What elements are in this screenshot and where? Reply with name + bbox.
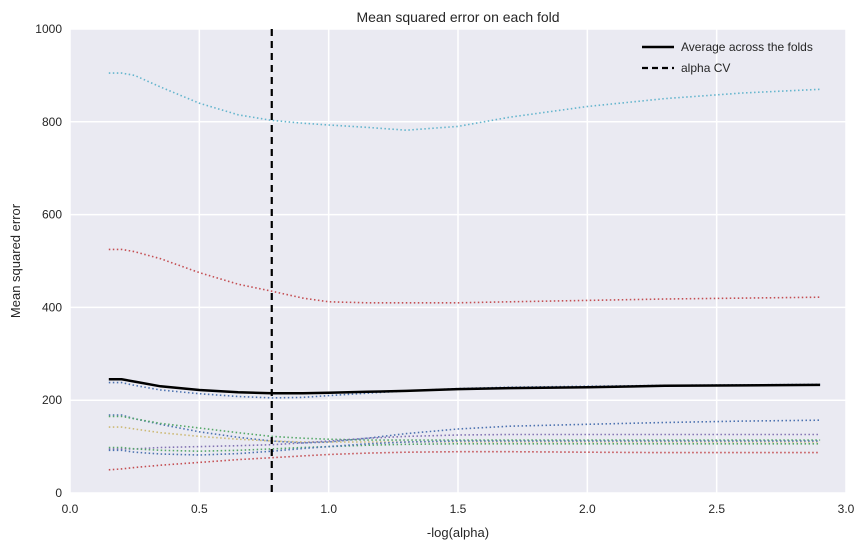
legend: Average across the folds alpha CV [642,40,813,75]
fold-line [108,433,821,450]
x-tick-label: 0.5 [191,502,208,516]
fold-line [108,426,821,443]
fold-line [108,414,821,444]
legend-alpha-cv-label: alpha CV [681,61,730,75]
fold-line [108,415,821,441]
x-axis-label: -log(alpha) [427,525,489,540]
y-tick-label: 800 [42,115,62,129]
fold-line [108,381,821,399]
legend-average-label: Average across the folds [681,40,813,54]
x-tick-label: 2.0 [579,502,596,516]
y-tick-label: 200 [42,393,62,407]
fold-line [108,440,821,456]
fold-line [108,450,821,471]
chart-title: Mean squared error on each fold [356,9,559,25]
fold-line [108,72,821,132]
x-tick-label: 0.0 [62,502,79,516]
y-axis-label: Mean squared error [8,203,23,318]
y-tick-label: 600 [42,208,62,222]
y-tick-labels: 0 200 400 600 800 1000 [35,22,62,500]
x-tick-label: 1.5 [450,502,467,516]
x-tick-labels: 0.0 0.5 1.0 1.5 2.0 2.5 3.0 [62,502,855,516]
y-tick-label: 400 [42,300,62,314]
x-tick-label: 2.5 [708,502,725,516]
y-tick-label: 0 [55,486,62,500]
x-tick-label: 3.0 [838,502,855,516]
y-tick-label: 1000 [35,22,62,36]
average-line [108,378,821,395]
fold-lines [108,72,821,471]
x-tick-label: 1.0 [320,502,337,516]
